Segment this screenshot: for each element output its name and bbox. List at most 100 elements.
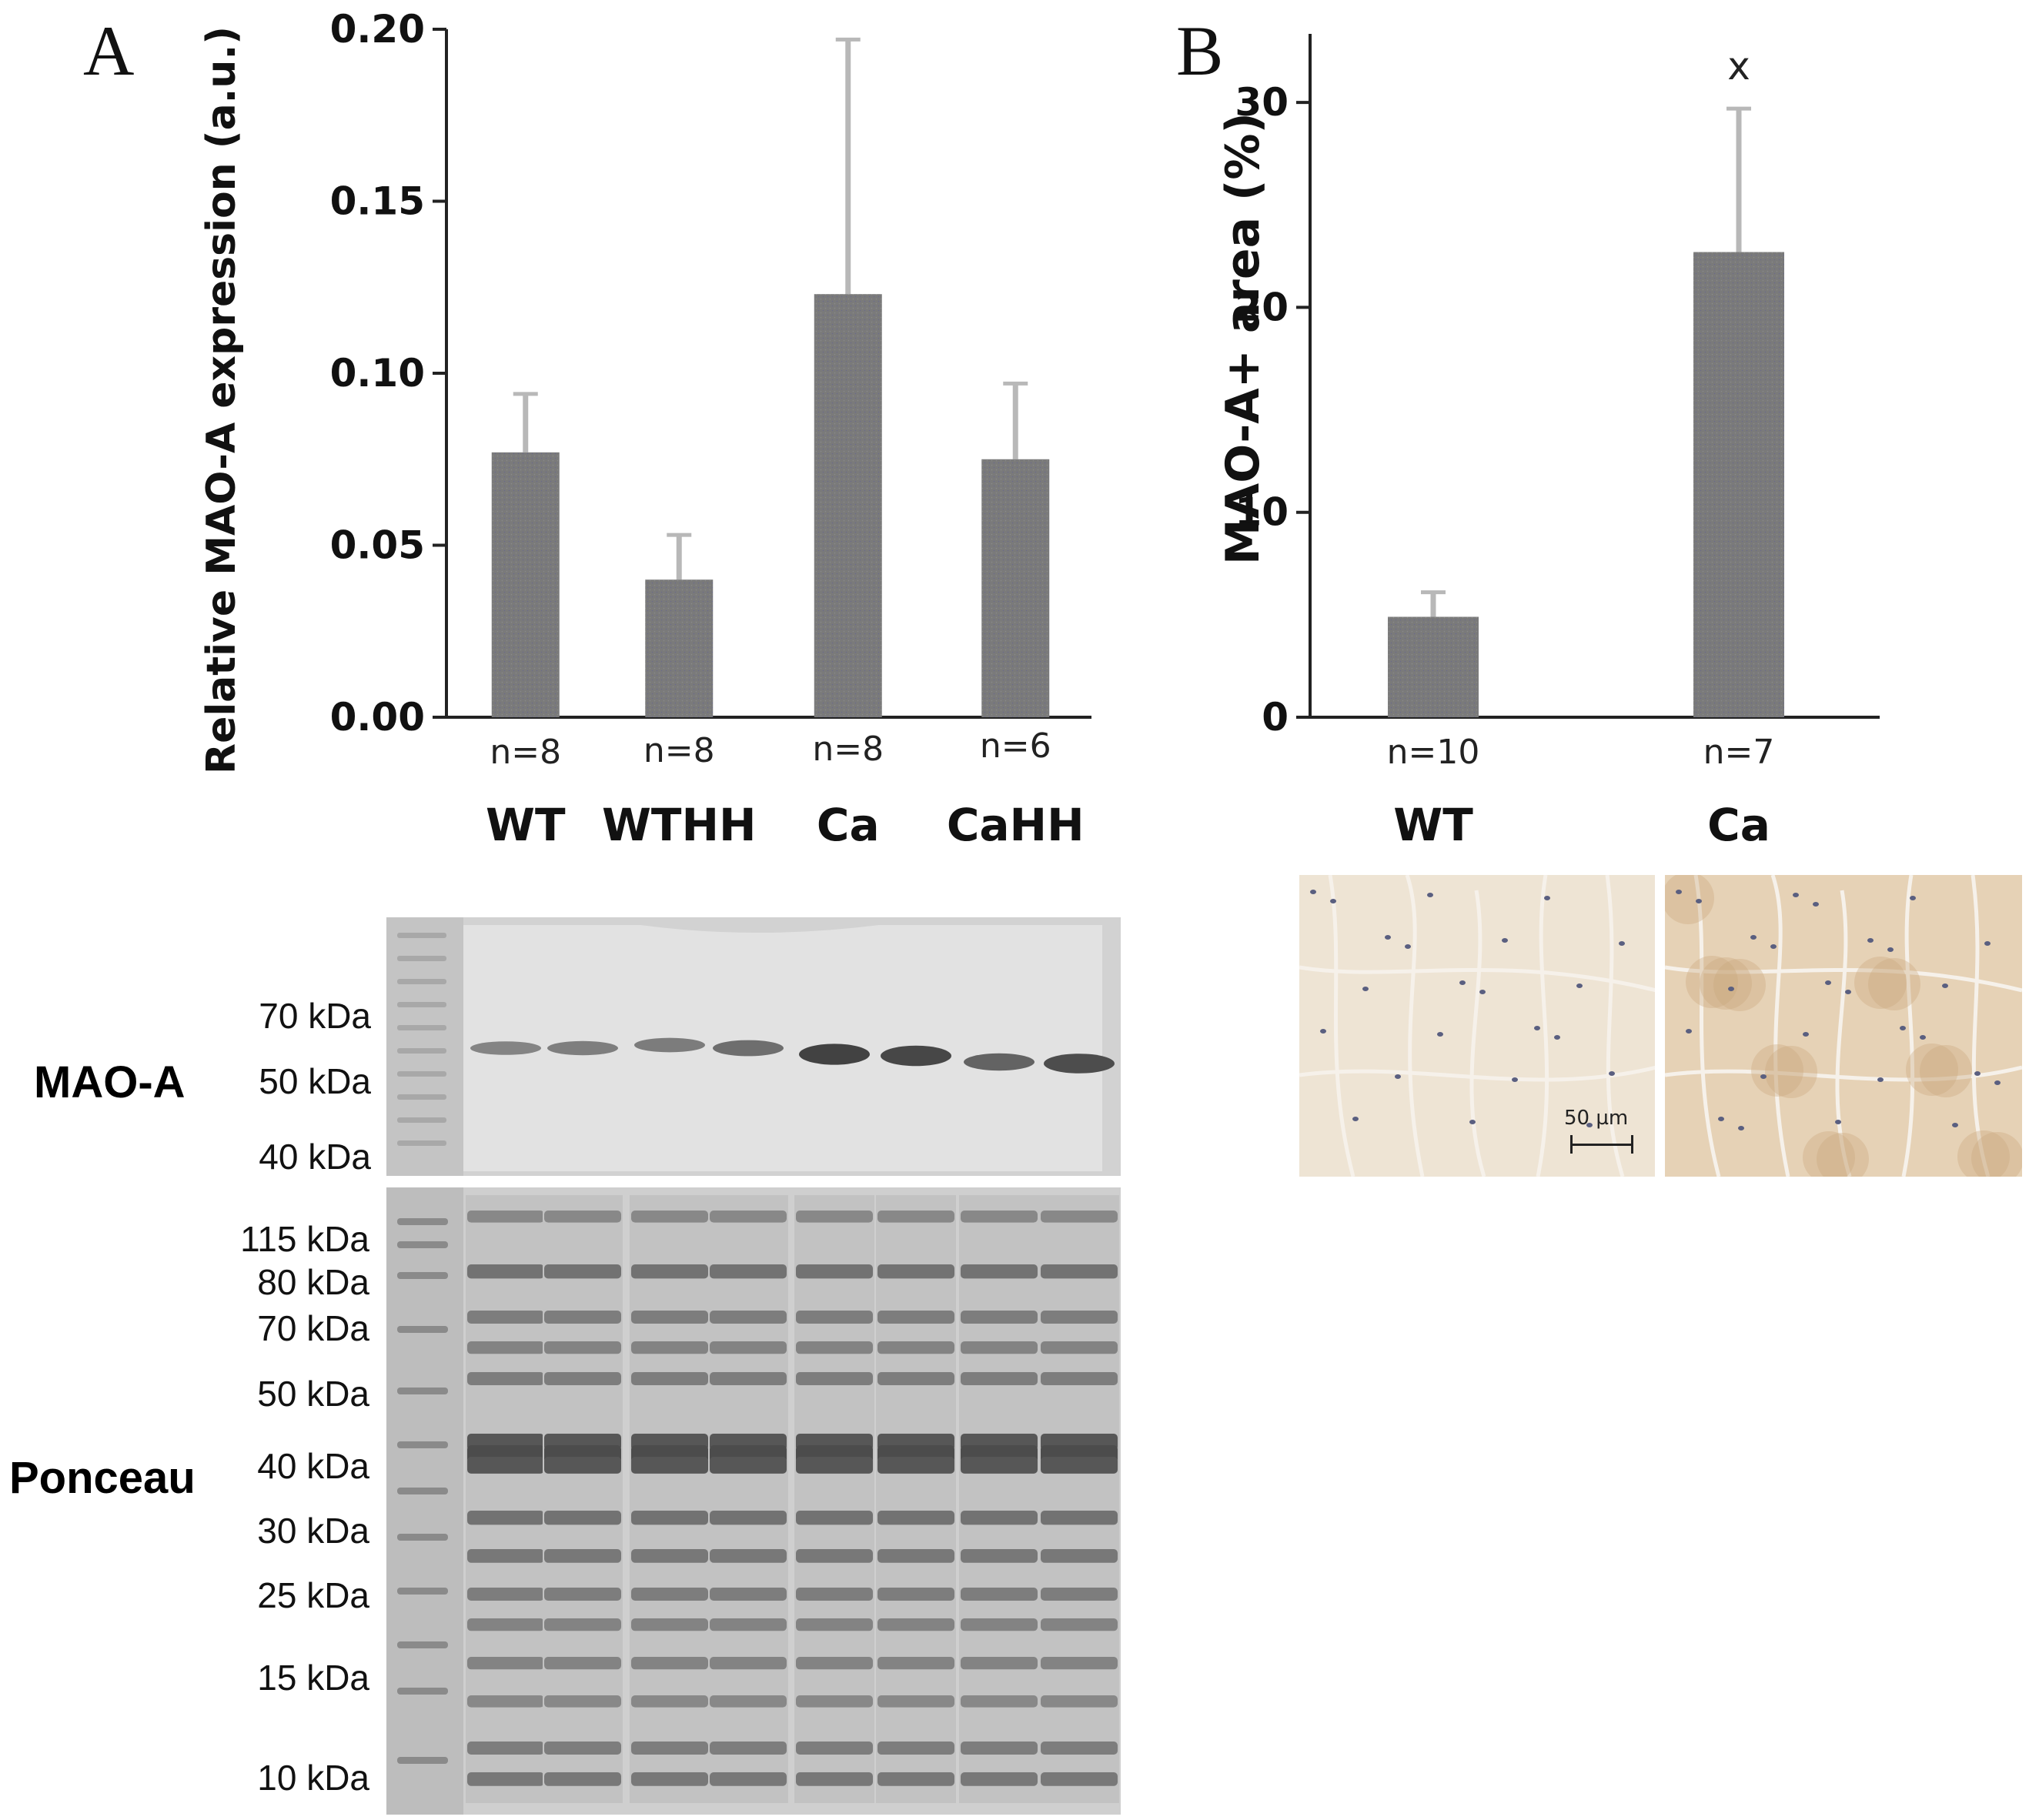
nucleus [1437,1032,1443,1037]
y-tick-label: 20 [1235,285,1289,329]
stain-region [1971,1132,2022,1177]
ponceau-band [1041,1657,1118,1670]
ponceau-band [467,1457,544,1474]
nucleus [1586,1123,1593,1127]
ponceau-band [710,1588,787,1601]
nucleus [1994,1080,2001,1085]
ponceau-band [467,1772,544,1786]
ponceau-marker-15: 15 kDa [257,1658,369,1698]
mao-marker-40: 40 kDa [259,1137,371,1177]
ponceau-band [1041,1511,1118,1525]
nucleus [1576,983,1583,988]
ponceau-band [467,1311,544,1324]
tissue-fiber [1971,875,1991,1177]
ponceau-band [544,1311,621,1324]
ladder-band [397,1002,446,1007]
ponceau-band [544,1372,621,1385]
category-label: WT [486,799,566,851]
ladder-band [397,1326,448,1333]
ponceau-marker-40: 40 kDa [257,1446,369,1486]
tissue-fiber [1901,875,1915,1177]
ladder-band [397,1140,446,1146]
nucleus [1469,1120,1476,1124]
ponceau-band [631,1211,708,1223]
nucleus [1728,987,1734,991]
stain-region [1906,1044,1958,1096]
ponceau-band [544,1549,621,1563]
ponceau-band [961,1311,1038,1324]
ponceau-band [467,1264,544,1279]
scale-bar-tick-right [1631,1135,1633,1154]
ponceau-band [544,1457,621,1474]
ponceau-band [877,1618,954,1631]
mao-a-western-blot-image [386,917,1121,1176]
nucleus [1887,947,1894,952]
tissue-fiber [1770,875,1790,1177]
bar-ca [1693,252,1784,717]
ladder-band [397,1688,448,1695]
ponceau-band [467,1657,544,1670]
ladder-band [397,979,446,984]
ponceau-band [1041,1341,1118,1354]
tissue-fiber [1835,890,1852,1177]
nucleus [1942,983,1948,988]
ponceau-marker-50: 50 kDa [257,1374,369,1414]
ponceau-band [877,1264,954,1279]
y-tick-label: 0.10 [330,351,425,396]
ladder-band [397,1488,448,1494]
ponceau-band [877,1657,954,1670]
ponceau-band [1041,1457,1118,1474]
ponceau-band [961,1511,1038,1525]
ponceau-band [631,1588,708,1601]
ladder-band [397,956,446,961]
ponceau-marker-80: 80 kDa [257,1262,369,1302]
mao-a-band [470,1041,541,1055]
ponceau-band [877,1311,954,1324]
ponceau-band [1041,1618,1118,1631]
category-label: Ca [817,799,880,851]
lane [959,1195,1039,1803]
ponceau-band [877,1341,954,1354]
ladder-band [397,933,446,938]
nucleus [1534,1026,1540,1030]
ponceau-band [961,1341,1038,1354]
bar-wthh [645,579,714,717]
bar-wt [1388,616,1479,717]
ladder-band [397,1117,446,1123]
lane [794,1195,874,1803]
stain-region [1868,958,1920,1010]
ladder-band [397,1641,448,1648]
n-label: n=6 [980,726,1051,766]
ponceau-band [631,1372,708,1385]
ponceau-band [631,1311,708,1324]
mao-marker-50: 50 kDa [259,1061,371,1101]
ponceau-band [631,1657,708,1670]
ponceau-marker-10: 10 kDa [257,1758,369,1798]
stain-region [1854,957,1907,1009]
ponceau-band [544,1264,621,1279]
ponceau-band [877,1695,954,1708]
ponceau-band [961,1372,1038,1385]
ponceau-band [544,1341,621,1354]
tissue-fiber [1693,875,1721,1177]
lane [466,1195,546,1803]
ponceau-band [631,1695,708,1708]
histology-image-ca [1665,875,2022,1177]
nucleus [1793,893,1799,897]
lane [876,1195,956,1803]
stain-region [1803,1131,1855,1177]
nucleus [1619,941,1625,946]
ponceau-band [796,1772,873,1786]
scale-bar-label: 50 µm [1564,1107,1629,1130]
ponceau-marker-70: 70 kDa [257,1308,369,1348]
n-label: n=10 [1387,733,1480,772]
ponceau-band [1041,1311,1118,1324]
nucleus [1984,941,1991,946]
tissue-fiber [1299,1065,1655,1082]
nucleus [1512,1077,1518,1082]
nucleus [1877,1077,1884,1082]
ponceau-band [631,1772,708,1786]
histology-image-wt [1299,875,1655,1177]
ponceau-band [796,1341,873,1354]
stain-region [1765,1046,1817,1098]
